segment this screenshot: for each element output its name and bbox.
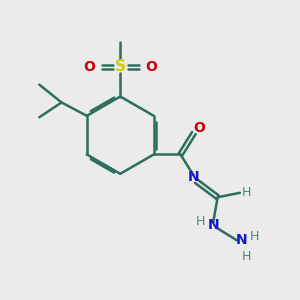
Text: S: S [115,59,126,74]
Text: H: H [242,186,251,199]
Text: O: O [145,60,157,74]
Text: H: H [250,230,259,243]
Text: O: O [193,121,205,135]
Text: N: N [236,233,247,248]
Text: H: H [196,214,206,227]
Text: H: H [242,250,251,263]
Text: N: N [208,218,220,232]
Text: O: O [84,60,96,74]
Text: N: N [188,170,200,184]
